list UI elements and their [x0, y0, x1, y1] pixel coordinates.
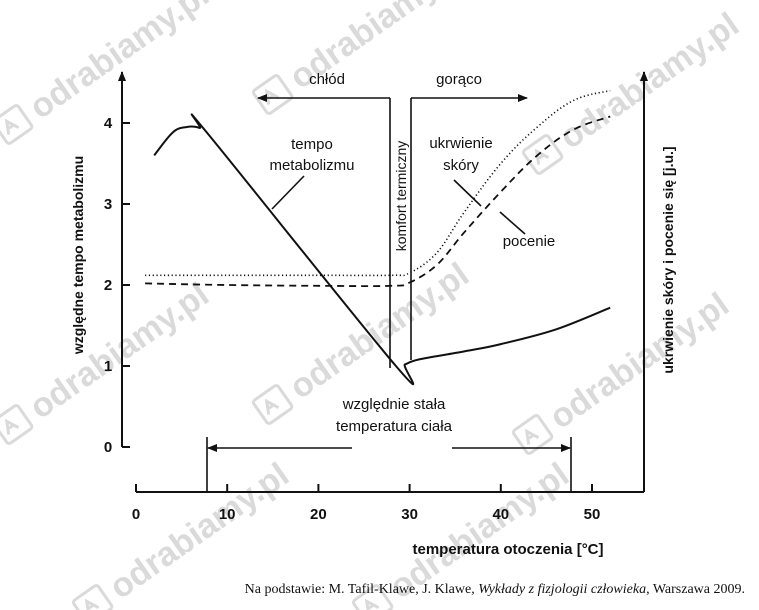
- x-tick-label: 40: [492, 506, 509, 523]
- x-axis-title: temperatura otoczenia [°C]: [412, 541, 603, 558]
- y-ticks: 0 1 2 3 4: [104, 115, 130, 456]
- watermark-text: odrabiamy.pl: [23, 275, 216, 426]
- metabolism-label-line2: metabolizmu: [269, 157, 354, 174]
- skin-label-line1: ukrwienie: [429, 135, 492, 152]
- watermark-text: odrabiamy.pl: [23, 0, 216, 127]
- sweat-label: pocenie: [503, 233, 556, 250]
- cold-label: chłód: [309, 71, 345, 88]
- stable-temp-line1: względnie stała: [342, 396, 446, 413]
- right-y-axis-title: ukrwienie skóry i pocenie się [j.u.]: [660, 146, 676, 373]
- series-line-solid: [153, 113, 611, 386]
- x-tick-label: 50: [584, 506, 601, 523]
- stable-temp-line2: temperatura ciała: [336, 418, 453, 435]
- watermark-text: odrabiamy.pl: [283, 255, 476, 406]
- y-tick-label: 2: [104, 277, 112, 294]
- sweat-leader: [499, 211, 526, 235]
- skin-label-line2: skóry: [443, 157, 479, 174]
- y-tick-label: 4: [104, 115, 113, 132]
- comfort-label: komfort termiczny: [393, 141, 409, 251]
- y-tick-label: 0: [104, 439, 112, 456]
- x-tick-label: 0: [132, 506, 140, 523]
- y-axis-title: względne tempo metabolizmu: [70, 156, 86, 355]
- source-citation: Na podstawie: M. Tafil-Klawe, J. Klawe, …: [244, 582, 745, 597]
- metabolism-label-line1: tempo: [291, 136, 333, 153]
- hot-label: gorąco: [436, 71, 482, 88]
- skin-leader: [453, 179, 482, 207]
- series-layer: [145, 89, 611, 386]
- watermark: odrabiamy.pl: [250, 0, 476, 117]
- x-tick-label: 20: [310, 506, 327, 523]
- watermark: odrabiamy.pl: [520, 5, 746, 177]
- metabolism-leader: [271, 175, 305, 210]
- watermark-text: odrabiamy.pl: [543, 285, 736, 436]
- series-line-dashed: [145, 115, 611, 288]
- x-tick-label: 30: [401, 506, 418, 523]
- x-tick-label: 10: [219, 506, 236, 523]
- watermark: odrabiamy.pl: [510, 285, 736, 457]
- y-tick-label: 3: [104, 196, 112, 213]
- x-ticks: 0 10 20 30 40 50: [132, 484, 601, 523]
- y-tick-label: 1: [104, 358, 112, 375]
- watermark-text: odrabiamy.pl: [553, 5, 746, 156]
